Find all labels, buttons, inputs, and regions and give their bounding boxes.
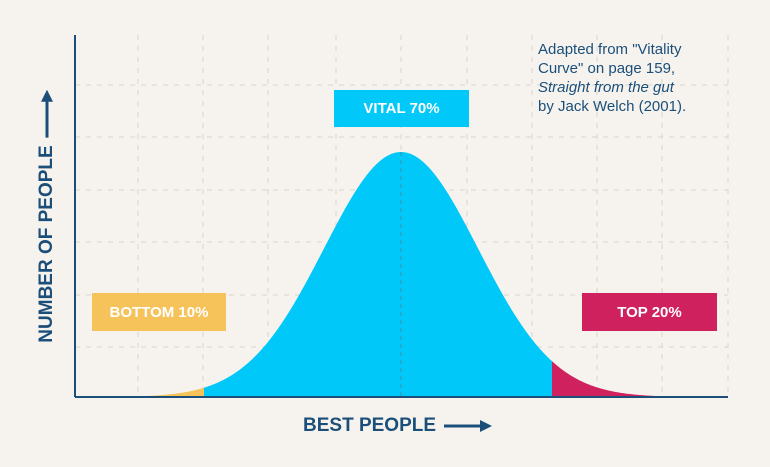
- vital-segment-label: VITAL 70%: [334, 90, 469, 127]
- source-note-line: by Jack Welch (2001).: [538, 98, 687, 115]
- source-note-line: Adapted from "Vitality: [538, 41, 682, 58]
- y-axis-label-text: NUMBER OF PEOPLE: [36, 145, 57, 343]
- top-segment-label: TOP 20%: [582, 293, 717, 331]
- vital-segment-label-text: VITAL 70%: [363, 100, 440, 117]
- top-segment-area: [552, 361, 728, 397]
- x-axis-label-text: BEST PEOPLE: [303, 415, 437, 436]
- source-note-book-title: Straight from the gut: [538, 79, 674, 96]
- vital-segment-area: [204, 152, 552, 397]
- top-segment-label-text: TOP 20%: [617, 303, 682, 321]
- curve-areas: [75, 152, 728, 397]
- bottom-segment-label-text: BOTTOM 10%: [109, 303, 209, 321]
- source-note: Adapted from "Vitality Curve" on page 15…: [538, 40, 763, 116]
- x-axis-label: BEST PEOPLE: [303, 415, 493, 437]
- y-axis-label: NUMBER OF PEOPLE: [32, 85, 62, 347]
- right-arrow-icon: [444, 420, 493, 432]
- up-arrow-icon: [41, 89, 53, 138]
- bottom-segment-area: [75, 387, 204, 397]
- bottom-segment-label: BOTTOM 10%: [92, 293, 226, 331]
- source-note-line: Curve" on page 159,: [538, 60, 676, 77]
